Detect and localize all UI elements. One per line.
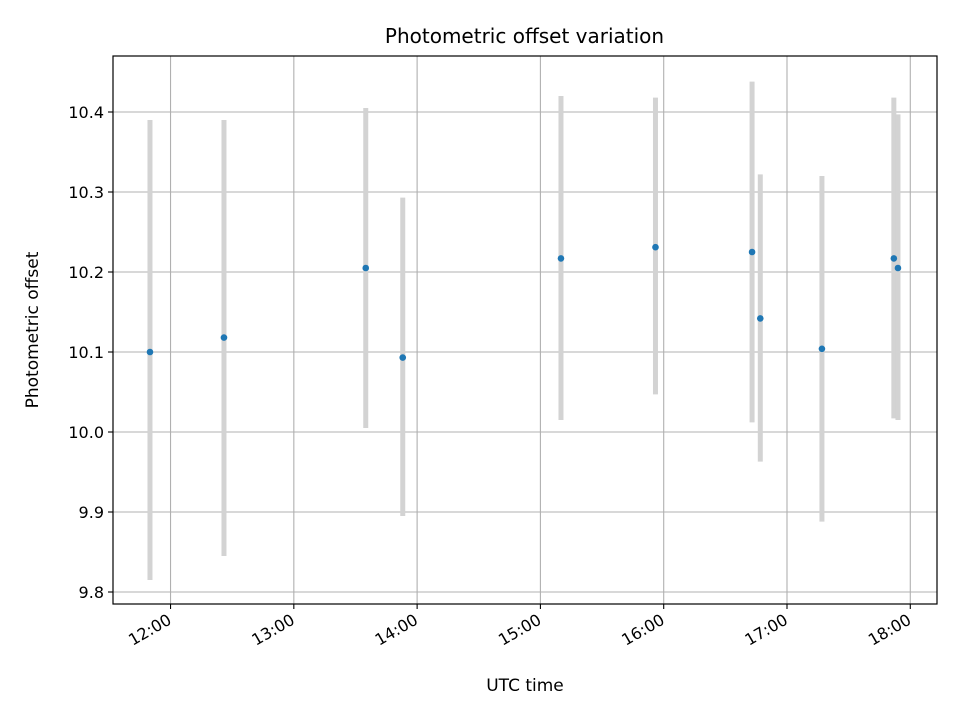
y-tick-label: 10.4 — [68, 103, 104, 122]
data-point — [557, 255, 565, 262]
chart-title: Photometric offset variation — [385, 24, 664, 48]
data-point — [818, 345, 826, 353]
data-point — [756, 315, 764, 322]
y-tick-label: 9.9 — [79, 503, 104, 522]
y-axis: 9.8 9.9 10.0 10.1 10.2 10.3 10.4 — [68, 103, 113, 602]
y-tick-label: 10.1 — [68, 343, 104, 362]
y-tick-label: 10.3 — [68, 183, 104, 202]
grid-lines — [113, 56, 937, 604]
y-axis-title: Photometric offset — [23, 251, 43, 408]
data-point — [220, 334, 228, 341]
y-tick-label: 9.8 — [79, 583, 104, 602]
data-point — [894, 264, 902, 272]
x-axis-title: UTC time — [486, 676, 564, 696]
plot-frame — [112, 55, 938, 605]
data-point — [146, 348, 154, 356]
data-point — [890, 255, 898, 262]
data-point — [748, 248, 756, 256]
data-points — [146, 243, 902, 361]
data-point — [362, 264, 370, 272]
data-point — [399, 354, 407, 361]
y-tick-label: 10.0 — [68, 423, 104, 442]
data-point — [652, 243, 659, 251]
y-tick-label: 10.2 — [68, 263, 104, 282]
